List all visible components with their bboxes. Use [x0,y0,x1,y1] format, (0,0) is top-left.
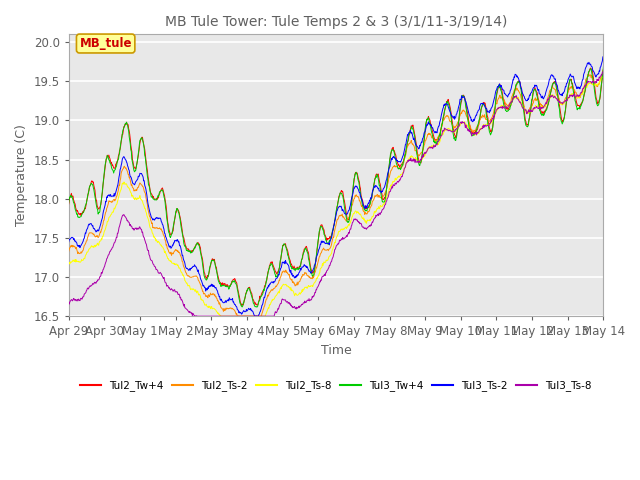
Tul3_Ts-8 [433,142,440,147]
Tul2_Ts-2 [483,117,490,122]
Tul2_Ts-8 [120,181,127,187]
Tul3_Ts-8 [282,297,289,303]
Tul3_Ts-8 [600,70,607,75]
Tul3_Tw+4 [301,246,308,252]
Tul3_Ts-2 [483,106,490,111]
Title: MB Tule Tower: Tule Temps 2 & 3 (3/1/11-3/19/14): MB Tule Tower: Tule Temps 2 & 3 (3/1/11-… [165,15,508,29]
Line: Tul3_Ts-8: Tul3_Ts-8 [68,72,604,316]
Tul2_Ts-8 [600,73,607,79]
Tul2_Ts-2 [433,137,440,143]
Tul3_Tw+4 [483,110,490,116]
Tul2_Ts-2 [234,313,242,319]
Tul2_Ts-2 [65,249,72,254]
Tul3_Ts-2 [120,154,127,160]
Tul3_Ts-8 [301,298,308,304]
Tul3_Ts-8 [192,313,200,319]
Tul3_Tw+4 [492,96,500,102]
Line: Tul3_Ts-2: Tul3_Ts-2 [68,57,604,316]
Tul3_Ts-8 [120,213,127,218]
Tul3_Ts-8 [483,123,490,129]
Y-axis label: Temperature (C): Temperature (C) [15,124,28,226]
Tul2_Tw+4 [301,246,308,252]
Tul3_Tw+4 [433,141,440,147]
Tul3_Ts-8 [65,300,72,306]
Tul2_Ts-2 [282,267,289,273]
Tul3_Ts-2 [301,263,308,269]
Tul2_Tw+4 [492,99,500,105]
Tul3_Ts-8 [599,69,607,74]
Tul2_Ts-8 [216,313,224,319]
Tul2_Ts-2 [120,166,127,171]
Tul3_Ts-2 [492,88,500,94]
Tul2_Ts-8 [483,122,490,128]
Tul3_Tw+4 [282,243,289,249]
Tul2_Ts-8 [492,109,500,115]
Tul2_Ts-2 [492,101,500,107]
Line: Tul2_Ts-8: Tul2_Ts-8 [68,76,604,316]
Tul2_Ts-2 [301,270,308,276]
Tul3_Tw+4 [120,127,127,132]
Legend: Tul2_Tw+4, Tul2_Ts-2, Tul2_Ts-8, Tul3_Tw+4, Tul3_Ts-2, Tul3_Ts-8: Tul2_Tw+4, Tul2_Ts-2, Tul2_Ts-8, Tul3_Tw… [76,376,596,396]
Tul3_Ts-8 [492,109,500,115]
Tul2_Ts-8 [301,285,308,290]
Tul2_Tw+4 [237,302,245,308]
Tul2_Tw+4 [282,241,289,247]
Tul3_Ts-2 [600,54,607,60]
Tul2_Tw+4 [65,201,72,207]
Line: Tul3_Tw+4: Tul3_Tw+4 [68,67,604,307]
Text: MB_tule: MB_tule [79,37,132,50]
Tul3_Ts-2 [282,257,289,263]
Tul2_Tw+4 [600,66,607,72]
Tul3_Tw+4 [253,304,261,310]
Line: Tul2_Ts-2: Tul2_Ts-2 [68,70,604,316]
Tul2_Ts-8 [282,282,289,288]
Tul2_Tw+4 [120,127,127,133]
Tul3_Ts-2 [65,239,72,245]
Tul2_Ts-8 [65,261,72,267]
Tul2_Ts-2 [600,67,607,73]
Tul3_Ts-2 [252,313,259,319]
Tul2_Ts-8 [433,141,440,147]
Tul3_Tw+4 [65,200,72,205]
Tul3_Tw+4 [600,64,607,70]
Tul2_Tw+4 [433,137,440,143]
Tul2_Tw+4 [587,65,595,71]
Tul2_Tw+4 [483,106,490,112]
Tul3_Ts-2 [433,129,440,135]
Line: Tul2_Tw+4: Tul2_Tw+4 [68,68,604,305]
X-axis label: Time: Time [321,344,351,357]
